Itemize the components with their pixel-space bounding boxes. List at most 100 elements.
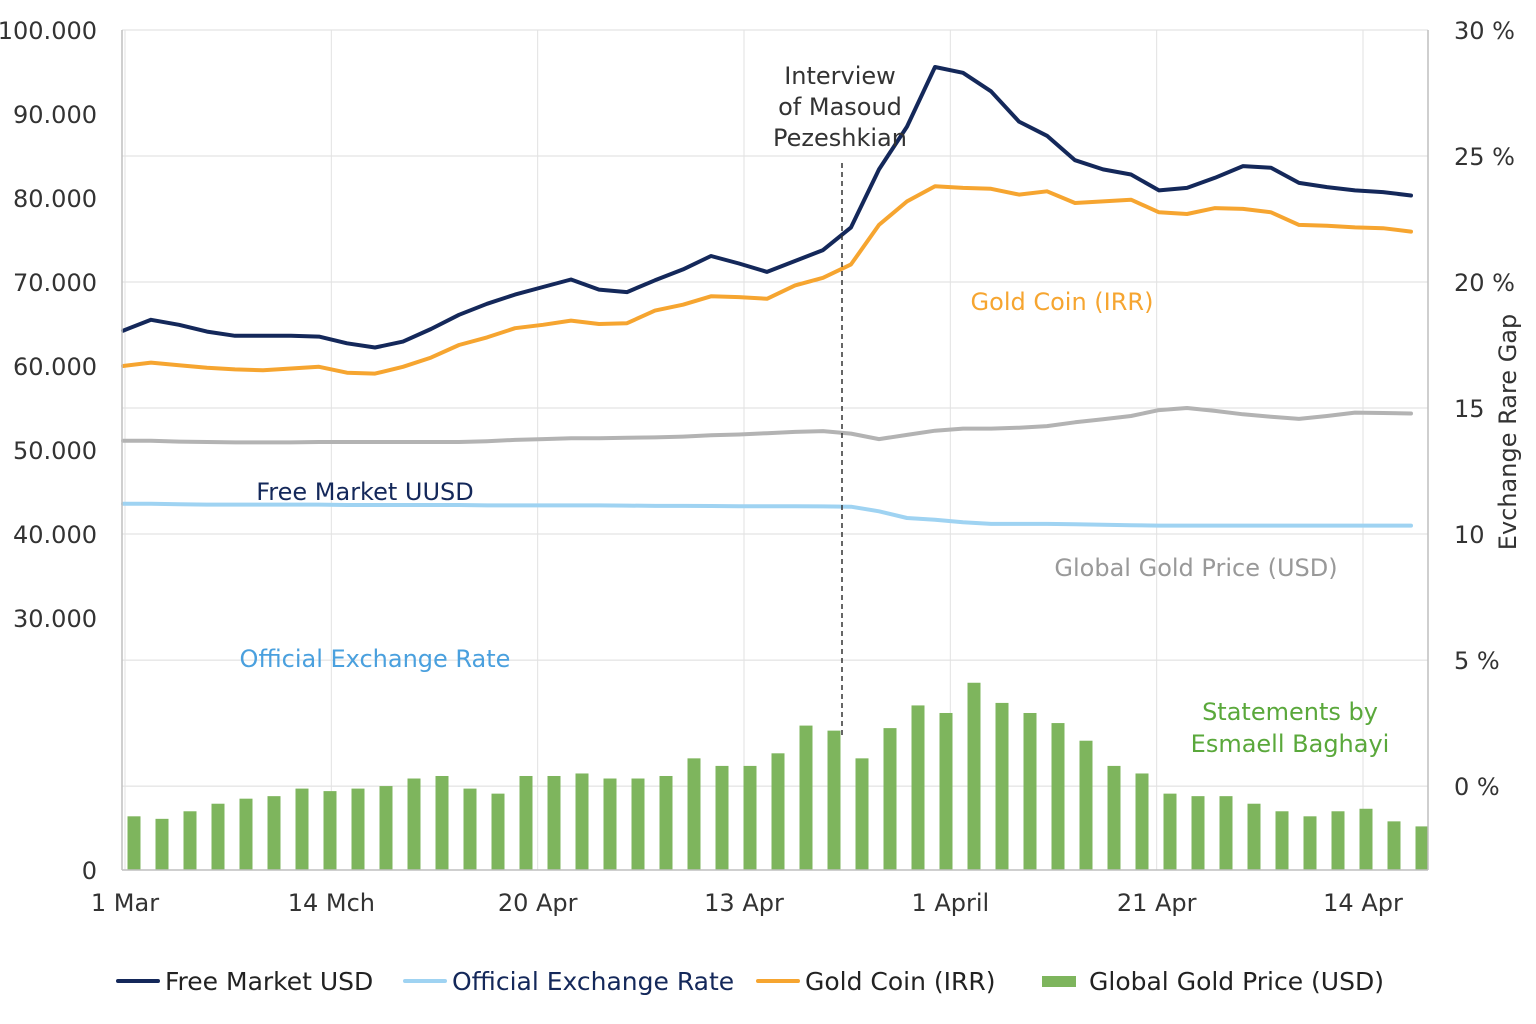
- global-gold-price-usd-line: [121, 406, 1413, 445]
- annotation-line: Free Market UUSD: [256, 478, 474, 506]
- annotation-line: Official Exchange Rate: [240, 645, 511, 673]
- gold-coin-irr-line: [121, 184, 1413, 376]
- y-tick-label: 70.000: [13, 269, 97, 297]
- gap-bar: [1135, 773, 1149, 870]
- right-axis-label: Evchange Rare Gap: [1494, 314, 1522, 550]
- annotation-line: Statements by: [1202, 698, 1378, 726]
- x-tick-label: 20 Apr: [498, 889, 578, 917]
- annotation-label: Global Gold Price (USD): [1054, 554, 1337, 582]
- annotation-line: Esmaell Baghayi: [1191, 730, 1390, 758]
- annotation-line: Gold Coin (IRR): [971, 288, 1154, 316]
- gap-bar: [1023, 712, 1037, 870]
- gap-bar: [491, 793, 505, 870]
- y2-tick-label: 10: [1454, 521, 1485, 549]
- gap-bar: [155, 818, 169, 870]
- annotation-label: Official Exchange Rate: [240, 645, 511, 673]
- gap-bar: [995, 702, 1009, 870]
- y-tick-label: 60.000: [13, 353, 97, 381]
- left-y-tick-labels: 0 30.000 40.000 50.000 60.000 70.000 80.000 90.…: [0, 17, 97, 885]
- annotation-label: Free Market UUSD: [256, 478, 474, 506]
- gap-bar: [1191, 796, 1205, 870]
- y2-tick-label: 5 %: [1454, 647, 1500, 675]
- x-tick-label: 21 Apr: [1117, 889, 1197, 917]
- annotation-label: Interview of Masoud Pezeshkian: [773, 62, 907, 152]
- gap-bar: [1415, 826, 1429, 870]
- gap-bar: [883, 728, 897, 870]
- gap-bars: [127, 682, 1429, 870]
- gap-bar: [547, 775, 561, 870]
- gap-bar: [911, 705, 925, 870]
- gap-bar: [1387, 821, 1401, 870]
- official-exchange-rate-line: [121, 501, 1413, 528]
- gap-bar: [323, 791, 337, 870]
- series-lines: [121, 65, 1413, 528]
- y-tick-label: 0: [82, 857, 97, 885]
- gap-bar: [1247, 803, 1261, 870]
- gap-bar: [407, 778, 421, 870]
- gap-bar: [631, 778, 645, 870]
- x-tick-label: 14 Apr: [1323, 889, 1403, 917]
- gap-bar: [771, 753, 785, 870]
- gap-bar: [1219, 796, 1233, 870]
- legend-label-gold-coin-irr: Gold Coin (IRR): [805, 967, 996, 996]
- legend-swatch-global-gold-price-usd: [1042, 976, 1076, 987]
- annotation-line: of Masoud: [778, 93, 902, 121]
- gridlines: [122, 29, 1428, 870]
- gap-bar: [519, 775, 533, 870]
- gap-bar: [1359, 808, 1373, 870]
- gap-bar: [1303, 816, 1317, 870]
- gap-bar: [575, 773, 589, 870]
- gap-bar: [1079, 740, 1093, 870]
- gap-bar: [967, 682, 981, 870]
- x-tick-label: 1 Mar: [91, 889, 159, 917]
- gap-bar: [1163, 793, 1177, 870]
- gap-bar: [939, 712, 953, 870]
- gap-bar: [211, 803, 225, 870]
- gap-bar: [1107, 765, 1121, 870]
- gap-bar: [295, 788, 309, 870]
- y2-tick-label: 30 %: [1454, 17, 1515, 45]
- annotation-line: Global Gold Price (USD): [1054, 554, 1337, 582]
- gap-bar: [687, 758, 701, 870]
- gap-bar: [183, 811, 197, 870]
- axes: [121, 30, 1429, 871]
- gap-bar: [379, 786, 393, 870]
- legend-label-free-market-usd: Free Market USD: [165, 967, 373, 996]
- y-tick-label: 100.000: [0, 17, 97, 45]
- y-tick-label: 30.000: [13, 605, 97, 633]
- gap-bar: [351, 788, 365, 870]
- annotation-label: Statements by Esmaell Baghayi: [1191, 698, 1390, 758]
- gap-bar: [239, 798, 253, 870]
- gap-bar: [127, 816, 141, 870]
- y-tick-label: 40.000: [13, 521, 97, 549]
- annotation-line: Pezeshkian: [773, 124, 907, 152]
- gap-bar: [827, 730, 841, 870]
- legend: Free Market USD Official Exchange Rate Gol…: [116, 967, 1384, 996]
- gap-bar: [1331, 811, 1345, 870]
- legend-label-official-exchange-rate: Official Exchange Rate: [452, 967, 734, 996]
- free-market-usd-line: [121, 65, 1413, 350]
- y-tick-label: 90.000: [13, 101, 97, 129]
- x-tick-label: 13 Apr: [704, 889, 784, 917]
- y2-tick-label: 20 %: [1454, 269, 1515, 297]
- x-tick-labels: 1 Mar 14 Mch 20 Apr 13 Apr 1 April 21 Apr 14 A…: [91, 889, 1403, 917]
- gap-bar: [743, 765, 757, 870]
- right-y-tick-labels: 0 % 5 % 10 15 20 % 25 % 30 %: [1454, 17, 1515, 801]
- y2-tick-label: 25 %: [1454, 143, 1515, 171]
- annotation-line: Interview: [784, 62, 896, 90]
- annotations: Interview of Masoud Pezeshkian Free Market …: [240, 62, 1390, 758]
- y-tick-label: 80.000: [13, 185, 97, 213]
- gap-bar: [435, 775, 449, 870]
- legend-label-global-gold-price-usd: Global Gold Price (USD): [1089, 967, 1384, 996]
- x-tick-label: 14 Mch: [288, 889, 375, 917]
- gap-bar: [659, 775, 673, 870]
- gap-bar: [267, 796, 281, 870]
- gap-bar: [855, 758, 869, 870]
- gap-bar: [799, 725, 813, 870]
- y-tick-label: 50.000: [13, 437, 97, 465]
- gap-bar: [603, 778, 617, 870]
- annotation-label: Gold Coin (IRR): [971, 288, 1154, 316]
- y2-tick-label: 0 %: [1454, 773, 1500, 801]
- gap-bar: [463, 788, 477, 870]
